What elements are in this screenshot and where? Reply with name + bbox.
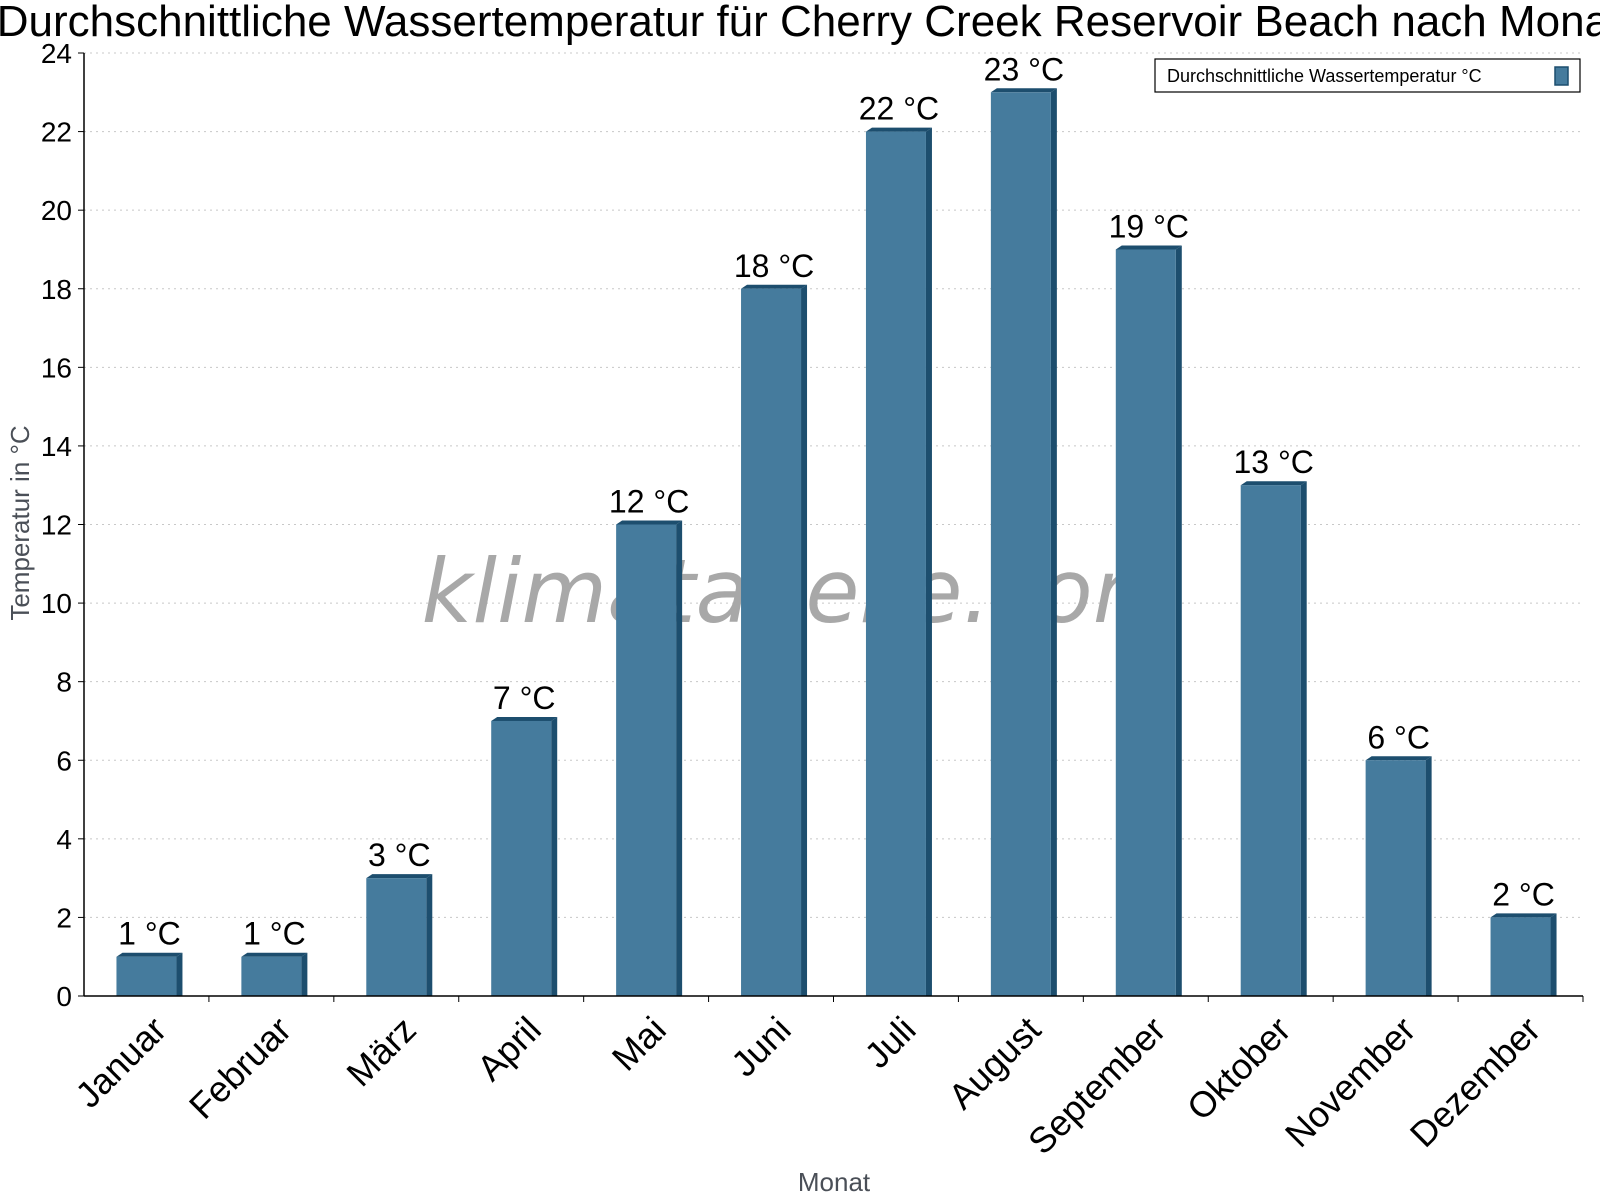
bar-top	[1365, 756, 1432, 761]
y-tick-label: 6	[56, 745, 72, 776]
bar-face	[241, 956, 302, 996]
x-ticks: Januar Februar März April Mai Juni Juli AugustS…	[67, 996, 1584, 1163]
bars	[116, 88, 1557, 997]
bar-face	[741, 288, 802, 996]
bar-top	[1240, 481, 1307, 486]
data-label: 2 °C	[1492, 876, 1555, 912]
legend-label: Durchschnittliche Wassertemperatur °C	[1167, 66, 1482, 86]
bar-side	[1550, 913, 1557, 996]
data-label: 3 °C	[368, 837, 431, 873]
bar	[865, 127, 932, 997]
data-label: 19 °C	[1109, 208, 1189, 244]
y-tick-label: 8	[56, 667, 72, 698]
bar	[741, 284, 808, 996]
bar-face	[1490, 917, 1551, 996]
legend-box	[1154, 58, 1581, 93]
bar-top	[1490, 913, 1557, 918]
y-tick-label: 10	[41, 588, 72, 619]
x-tick-label: September	[1020, 1009, 1174, 1163]
bar	[1490, 913, 1557, 996]
bar-top	[990, 88, 1057, 93]
y-tick-label: 20	[41, 195, 72, 226]
x-tick-label: April	[469, 1009, 549, 1089]
axes	[83, 53, 1583, 997]
y-tick-label: 4	[56, 824, 72, 855]
y-tick-label: 12	[41, 510, 72, 541]
y-tick-label: 0	[56, 981, 72, 1012]
bar-side	[551, 716, 558, 996]
x-tick-label: August	[940, 1009, 1048, 1117]
data-label: 22 °C	[859, 91, 939, 127]
data-label: 1 °C	[243, 916, 306, 952]
legend: Durchschnittliche Wassertemperatur °C	[1154, 58, 1581, 93]
bar	[990, 88, 1057, 996]
x-tick-label: Februar	[181, 1009, 299, 1127]
chart-title: Durchschnittliche Wassertemperatur für C…	[0, 0, 1600, 46]
bar-top	[116, 952, 183, 957]
bar-side	[925, 127, 932, 997]
bar-top	[491, 716, 558, 721]
y-tick-label: 14	[41, 431, 72, 462]
bar-side	[676, 520, 683, 996]
bar-side	[301, 952, 308, 996]
data-label: 12 °C	[609, 484, 689, 520]
y-tick-label: 18	[41, 274, 72, 305]
y-axis-label: Temperatur in °C	[5, 425, 35, 620]
bar-face	[616, 524, 677, 996]
bar-face	[366, 878, 427, 996]
x-tick-label: Mai	[604, 1009, 674, 1079]
bar	[1365, 756, 1432, 996]
y-tick-label: 16	[41, 352, 72, 383]
data-label: 18 °C	[734, 248, 814, 284]
bar-top	[366, 874, 433, 879]
bar-face	[865, 131, 926, 997]
x-axis-label: Monat	[798, 1167, 871, 1197]
bar-face	[1115, 249, 1176, 997]
bar-face	[990, 92, 1051, 996]
bar-top	[616, 520, 683, 525]
bar-side	[1300, 481, 1307, 996]
bar-side	[801, 284, 808, 996]
legend-swatch	[1554, 66, 1569, 86]
x-tick-label: März	[338, 1009, 424, 1095]
bar-face	[1365, 760, 1426, 996]
bar-side	[176, 952, 183, 996]
grid-lines	[84, 52, 1583, 918]
data-label: 6 °C	[1367, 719, 1430, 755]
bar-side	[426, 874, 433, 996]
bar-face	[116, 956, 177, 996]
y-tick-label: 2	[56, 902, 72, 933]
data-label: 1 °C	[118, 916, 181, 952]
data-labels: 1 °C 1 °C 3 °C 7 °C 12 °C 18 °C 22 °C 23 °C 19 °…	[118, 51, 1555, 951]
bar-top	[241, 952, 308, 957]
bar-side	[1425, 756, 1432, 996]
bar	[1240, 481, 1307, 996]
data-label: 7 °C	[493, 680, 556, 716]
bar	[366, 874, 433, 996]
data-label: 23 °C	[984, 51, 1064, 87]
bar-side	[1175, 245, 1182, 997]
bar-top	[1115, 245, 1182, 250]
x-tick-label: Juni	[723, 1009, 799, 1085]
bar-side	[1050, 88, 1057, 996]
data-label: 13 °C	[1234, 444, 1314, 480]
bar	[1115, 245, 1182, 997]
bar	[616, 520, 683, 996]
x-tick-label: November	[1277, 1009, 1423, 1155]
bar-face	[1240, 485, 1301, 996]
x-tick-label: Januar	[67, 1009, 174, 1116]
y-tick-label: 22	[41, 117, 72, 148]
x-tick-label: Oktober	[1179, 1009, 1299, 1129]
bar-top	[865, 127, 932, 132]
bar	[491, 716, 558, 996]
x-tick-label: Juli	[856, 1009, 923, 1076]
bar-face	[491, 720, 552, 996]
y-tick-label: 24	[41, 38, 72, 69]
bar	[116, 952, 183, 996]
bar-top	[741, 284, 808, 289]
x-tick-label: Dezember	[1402, 1009, 1548, 1155]
bar	[241, 952, 308, 996]
